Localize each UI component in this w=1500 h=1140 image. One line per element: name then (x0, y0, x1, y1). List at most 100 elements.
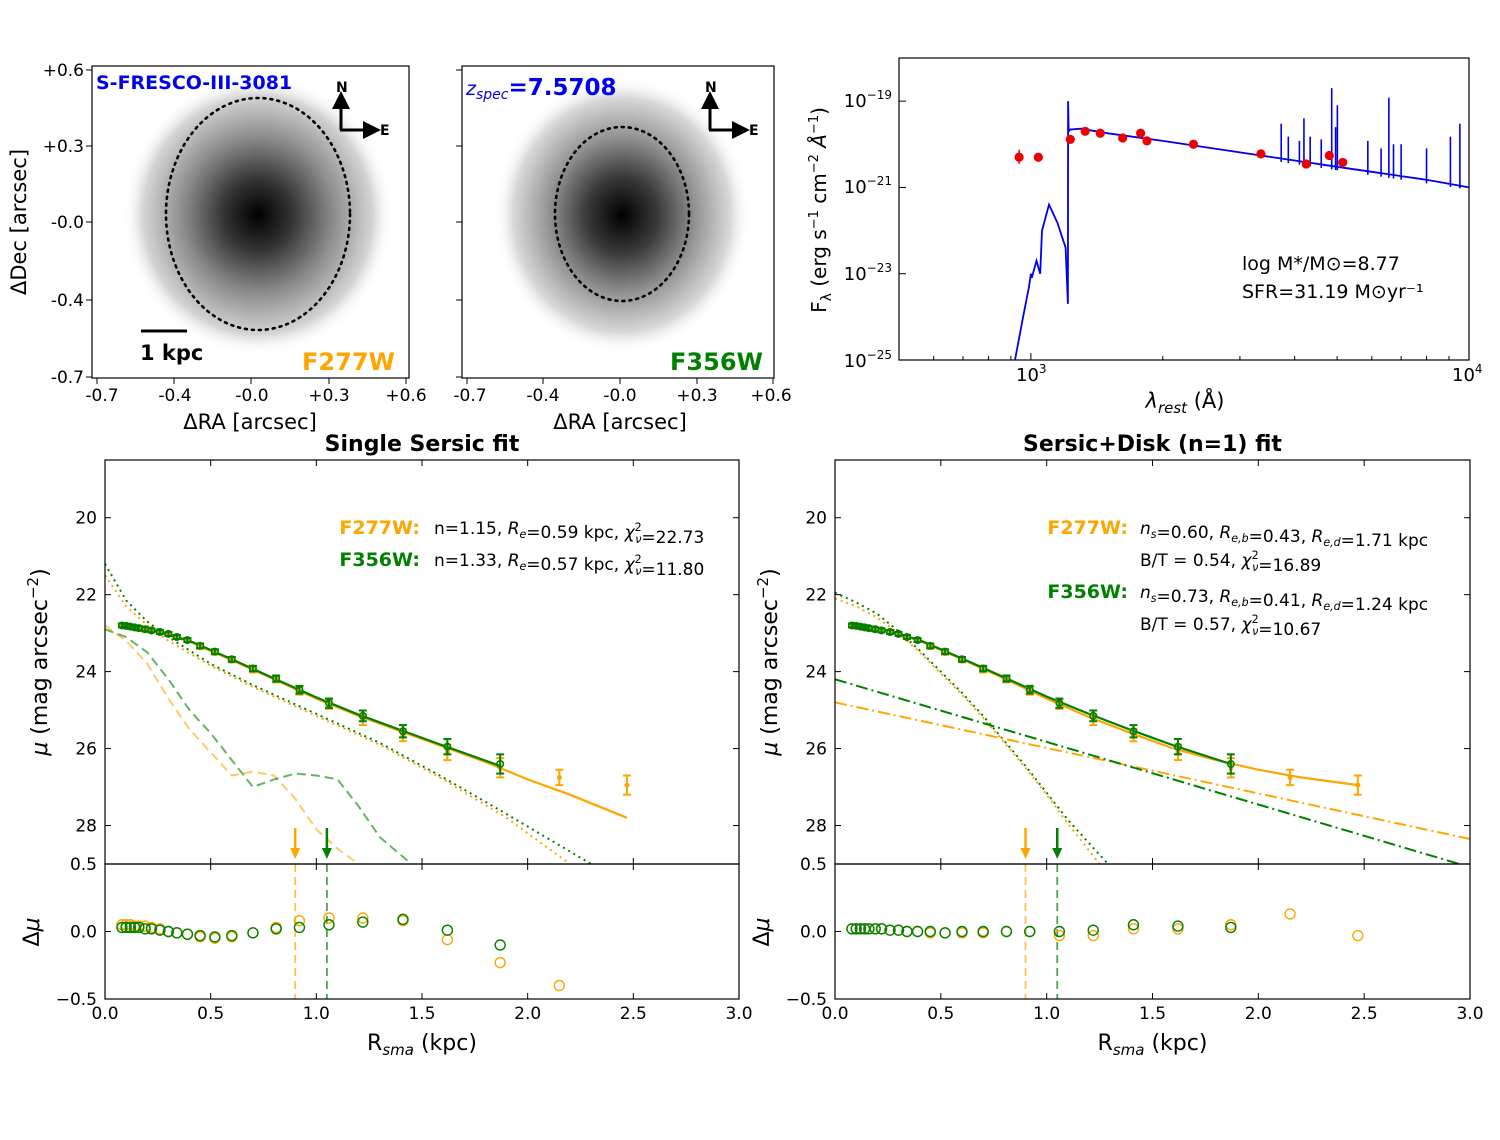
sed-photometry-point (1118, 133, 1128, 143)
xtick-label: 3.0 (725, 1004, 752, 1024)
xtick-label: 2.5 (620, 1004, 647, 1024)
residual-point (846, 923, 858, 935)
img-xtick: -0.0 (603, 386, 636, 406)
profile-data-point (877, 626, 886, 635)
img-ytick: +0.3 (43, 137, 84, 157)
img-xtick: -0.4 (158, 386, 191, 406)
x-axis-label: Rsma (kpc) (1098, 1031, 1208, 1059)
xtick-label: 3.0 (1456, 1004, 1483, 1024)
sed-ytick: 10−23 (844, 261, 892, 285)
residual-point (128, 921, 141, 934)
img-ytick: -0.7 (51, 368, 84, 388)
sed-photometry-point (1135, 128, 1146, 138)
xtick-label: 0.0 (91, 1004, 118, 1024)
profile-data-point (183, 636, 192, 645)
residual-point (209, 931, 221, 943)
profile-data-point (172, 632, 181, 641)
residual-point (124, 921, 137, 934)
profile-data-point (196, 641, 205, 650)
profile-line (105, 574, 571, 864)
profile-data-point (122, 621, 131, 630)
residual-point (194, 929, 206, 942)
residual-point (1000, 925, 1013, 938)
ytick-label: 22 (805, 586, 827, 606)
panel-title: Single Sersic fit (325, 432, 520, 457)
sed-photometry-point (1338, 157, 1348, 168)
residual-point (884, 924, 896, 936)
residual-point (1087, 929, 1099, 942)
profile-data-point (295, 685, 304, 694)
profile-data-point (1226, 759, 1235, 768)
legend-text-f356w: ns=0.73, Re,b=0.41, Re,d=1.24 kpc (1140, 583, 1428, 615)
filter-label: F277W (302, 348, 395, 376)
residual-point (247, 927, 259, 939)
xtick-label: 0.5 (927, 1004, 954, 1024)
profile-data-point (227, 655, 236, 664)
img-ytick: -0.0 (51, 213, 84, 233)
residual-point (120, 921, 132, 934)
sed-xlabel: λrest (Å) (1145, 387, 1225, 417)
single-sersic-panel: Single Sersic fit20222426280.50.0−0.50.0… (20, 432, 753, 1059)
profile-data-point (398, 727, 407, 736)
residual-point (924, 925, 936, 938)
img-xtick: -0.7 (85, 386, 118, 406)
profile-data-point (941, 647, 950, 656)
aperture-ellipse (553, 125, 691, 303)
profile-data-point (164, 629, 173, 638)
profile-data-point (1355, 782, 1361, 788)
residual-point (1087, 924, 1099, 936)
xtick-label: 1.5 (1139, 1004, 1166, 1024)
ytick-label: 20 (805, 509, 827, 529)
img-ylabel: ΔDec [arcsec] (7, 149, 31, 295)
sed-photometry-point (1188, 139, 1199, 149)
residual-point (863, 923, 875, 935)
img-xtick: -0.0 (235, 386, 268, 406)
residual-point (357, 912, 369, 924)
profile-line (835, 701, 1470, 840)
y-axis-label: μ (mag arcsec−2) (24, 568, 53, 756)
image-panel-f277w: S-FRESCO-III-3081 F277W 1 kpc N E +0.6 +… (7, 61, 427, 434)
legend-filter-f356w: F356W: (339, 549, 420, 571)
profile-data-point (1089, 711, 1098, 720)
filter-label: F356W (670, 348, 763, 376)
residual-point (293, 915, 306, 927)
residual-axis-label: Δμ (750, 917, 775, 946)
redshift-label: zspec=7.5708 (465, 75, 617, 103)
ytick-label: 28 (75, 817, 97, 837)
sed-xtick: 103 (1016, 362, 1047, 386)
profile-data-point (1002, 674, 1011, 683)
xtick-label: 2.5 (1351, 1004, 1378, 1024)
legend-text2-f277w: B/T = 0.54, χ2 ν=16.89 (1140, 549, 1321, 576)
residual-point (850, 923, 862, 935)
residual-ytick-label: −0.5 (56, 990, 97, 1010)
profile-data-point (358, 711, 367, 720)
profile-data-point (957, 655, 966, 664)
residual-point (154, 924, 166, 936)
residual-point (956, 925, 968, 938)
residual-point (1053, 929, 1066, 942)
sfr-label: SFR=31.19 M⊙yr⁻¹ (1242, 281, 1424, 303)
img-xtick: -0.4 (526, 386, 559, 406)
legend-filter-f356w: F356W: (1047, 581, 1128, 603)
object-id-label: S-FRESCO-III-3081 (96, 72, 292, 94)
ytick-label: 28 (805, 817, 827, 837)
sed-photometry-point (1324, 150, 1334, 161)
profile-line (105, 624, 360, 864)
sed-photometry-point (1301, 159, 1311, 169)
profile-data-point (979, 664, 988, 673)
residual-point (441, 933, 454, 946)
img-xtick: +0.6 (750, 386, 791, 406)
xtick-label: 2.0 (514, 1004, 541, 1024)
residual-point (1172, 920, 1184, 932)
img-ytick: -0.4 (51, 291, 84, 311)
galaxy-blob (494, 77, 750, 353)
sed-photometry-point (1065, 134, 1075, 144)
stellar-mass-label: log M*/M⊙=8.77 (1242, 253, 1400, 275)
residual-point (911, 925, 924, 938)
sed-model-line (1014, 101, 1470, 361)
legend-text-f356w: n=1.33, Re=0.57 kpc, χ2 ν=11.80 (434, 551, 704, 580)
profile-lines (105, 563, 631, 864)
profile-data-point (272, 674, 281, 683)
ytick-label: 22 (75, 586, 97, 606)
residual-point (875, 923, 888, 935)
